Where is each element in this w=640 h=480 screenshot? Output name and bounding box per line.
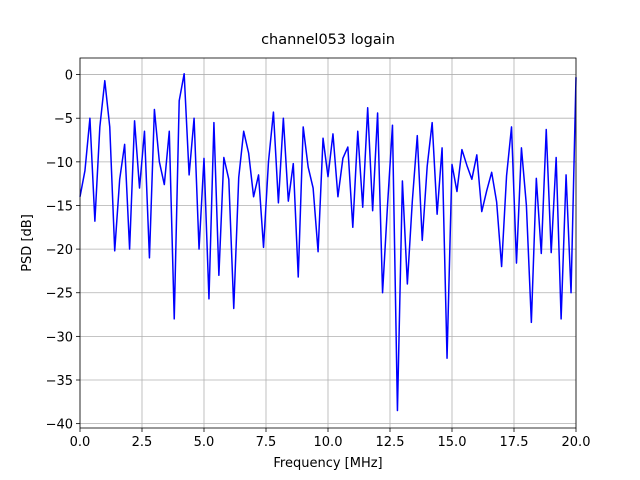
y-tick-label: −15 [46, 199, 73, 214]
data-line [79, 72, 577, 412]
y-axis-label: PSD [dB] [20, 214, 35, 272]
y-tick-label: −30 [46, 330, 73, 345]
y-tick-label: −10 [46, 156, 73, 171]
x-tick-label: 17.5 [500, 435, 529, 450]
y-tick-label: −5 [54, 112, 73, 127]
x-tick-label: 5.0 [194, 435, 215, 450]
y-tick-label: −25 [46, 287, 73, 302]
x-tick-label: 12.5 [376, 435, 405, 450]
x-tick-label: 7.5 [256, 435, 277, 450]
x-tick-label: 0.0 [70, 435, 91, 450]
y-tick-label: 0 [65, 69, 73, 84]
y-tick-label: −35 [46, 374, 73, 389]
x-tick-label: 20.0 [562, 435, 591, 450]
x-tick-label: 2.5 [132, 435, 153, 450]
y-tick-label: −40 [46, 418, 73, 433]
chart-title: channel053 logain [261, 32, 395, 48]
x-tick-label: 15.0 [438, 435, 467, 450]
y-tick-label: −20 [46, 243, 73, 258]
x-axis-label: Frequency [MHz] [273, 456, 382, 471]
x-tick-label: 10.0 [314, 435, 343, 450]
